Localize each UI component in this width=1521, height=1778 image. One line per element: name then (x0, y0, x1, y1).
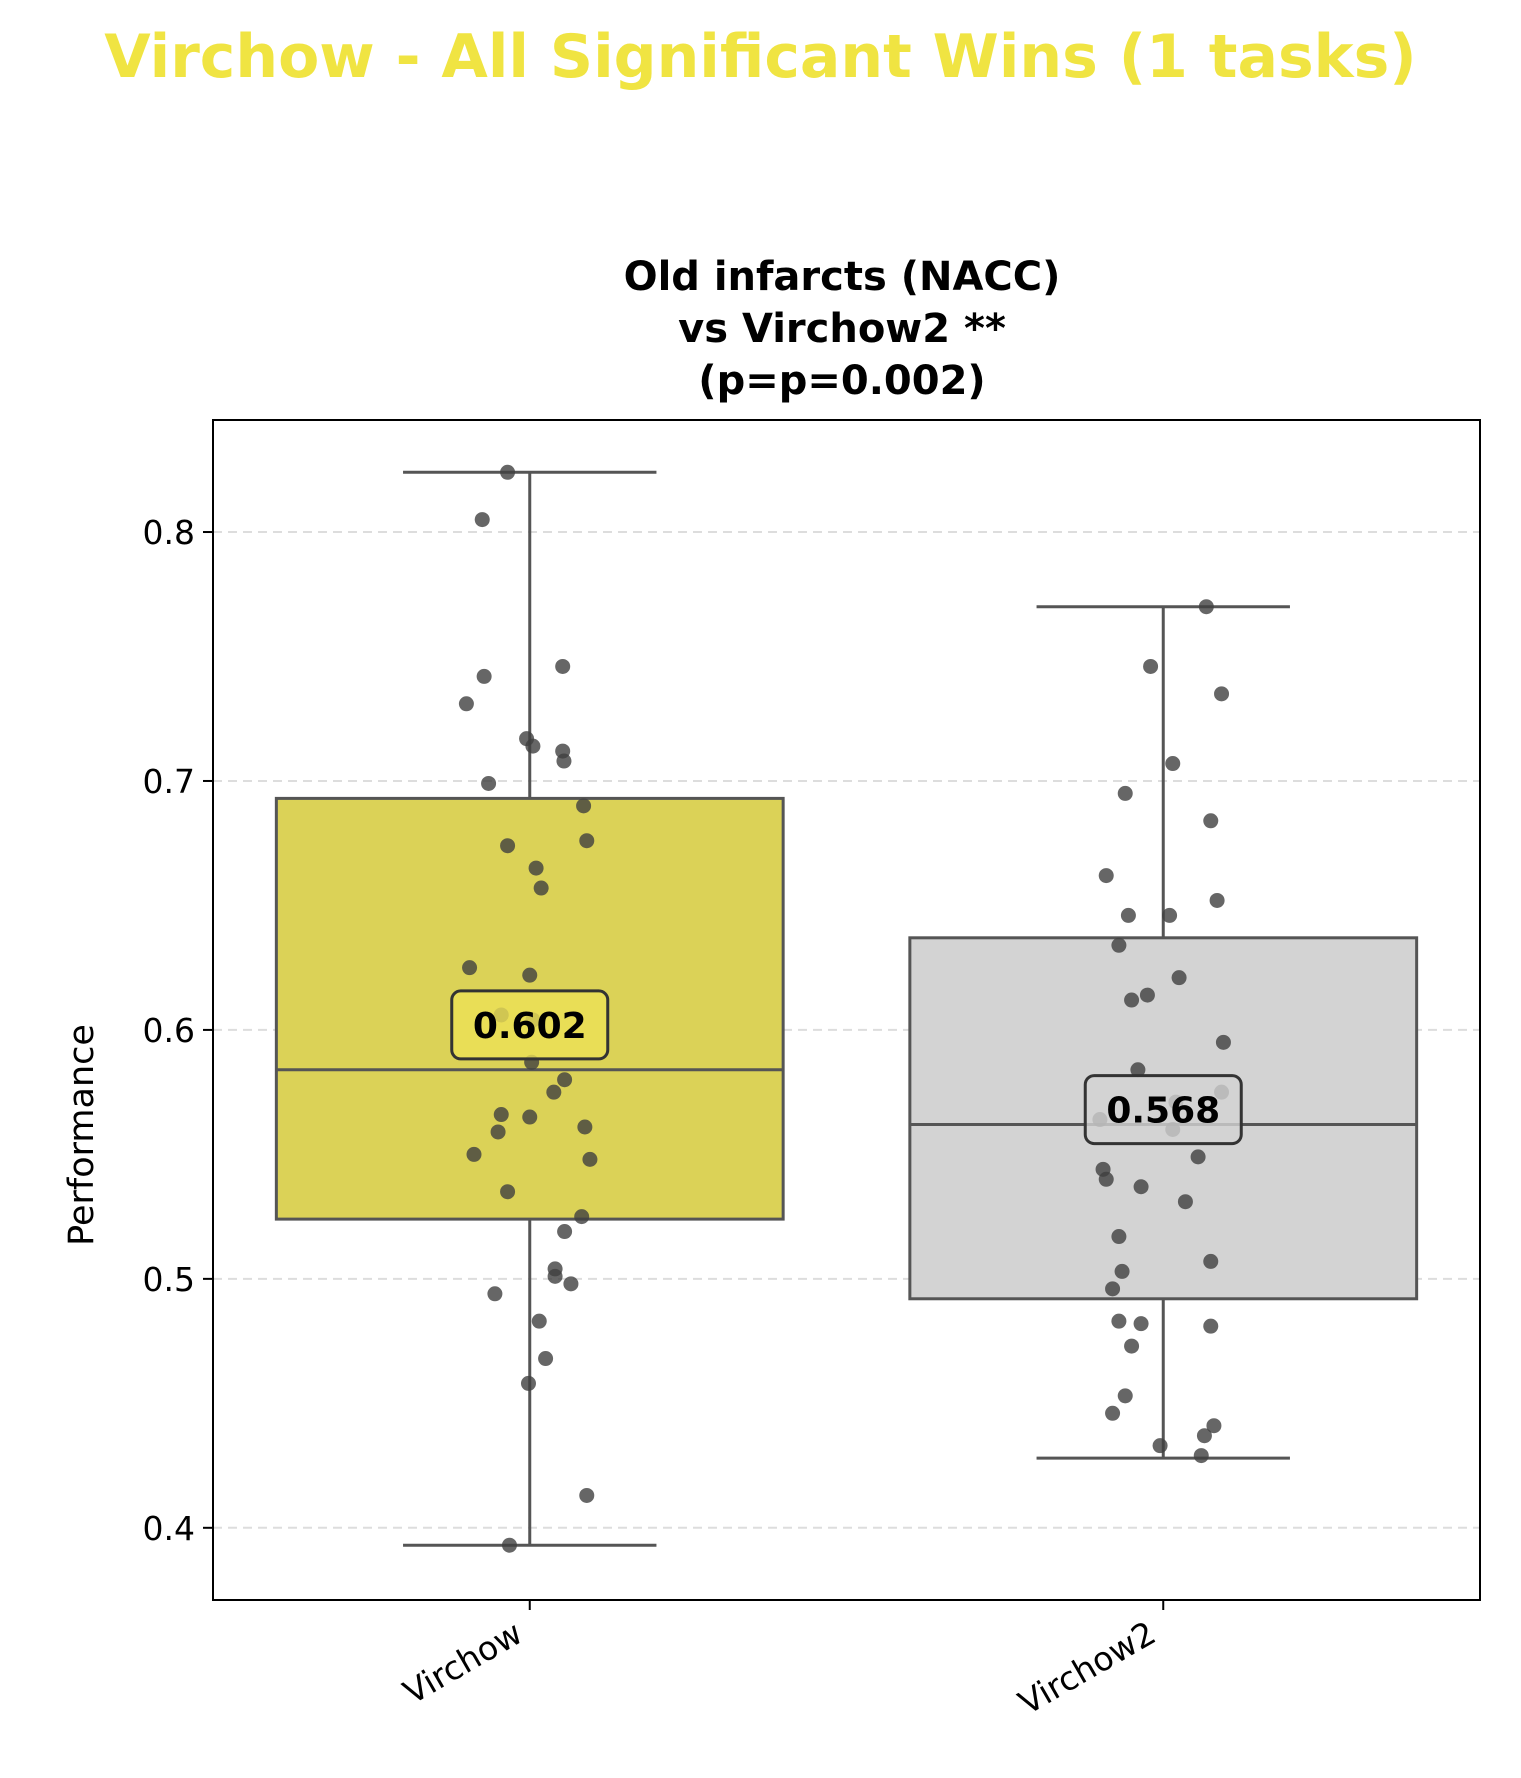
data-point (1196, 1428, 1212, 1444)
data-point (574, 1209, 590, 1225)
axes-title-line-3: (p=p=0.002) (698, 358, 985, 404)
data-point (490, 1124, 506, 1140)
data-point (1215, 1034, 1231, 1050)
y-tick-label: 0.5 (143, 1260, 195, 1299)
data-point (547, 1268, 563, 1284)
data-point (1117, 1388, 1133, 1404)
data-point (582, 1151, 598, 1167)
figure-suptitle: Virchow - All Significant Wins (1 tasks) (104, 22, 1417, 92)
data-point (557, 1224, 573, 1240)
data-point (563, 1276, 579, 1292)
data-point (474, 512, 490, 528)
data-point (525, 738, 541, 754)
data-point (493, 1107, 509, 1123)
data-point (466, 1146, 482, 1162)
data-point (1203, 1253, 1219, 1269)
y-tick-label: 0.8 (143, 513, 195, 552)
data-point (1120, 907, 1136, 923)
data-point (1152, 1438, 1168, 1454)
data-point (1124, 1338, 1140, 1354)
data-point (1203, 1318, 1219, 1334)
data-point (1105, 1405, 1121, 1421)
data-point (555, 658, 571, 674)
data-point (533, 880, 549, 896)
y-tick-label: 0.4 (143, 1509, 195, 1548)
data-point (500, 1184, 516, 1200)
data-point (1133, 1316, 1149, 1332)
data-point (1203, 813, 1219, 829)
data-point (579, 833, 595, 849)
data-point (1214, 686, 1230, 702)
data-point (546, 1084, 562, 1100)
data-point (1171, 970, 1187, 986)
mean-label-virchow2: 0.568 (1106, 1091, 1220, 1132)
data-point (1162, 907, 1178, 923)
data-point (1111, 937, 1127, 953)
data-point (522, 967, 538, 983)
data-point (501, 1537, 517, 1553)
data-point (462, 960, 478, 976)
data-point (528, 860, 544, 876)
data-point (1105, 1281, 1121, 1297)
data-point (1165, 756, 1181, 772)
data-point (520, 1375, 536, 1391)
y-tick-label: 0.7 (143, 762, 195, 801)
data-point (576, 798, 592, 814)
data-point (481, 775, 497, 791)
data-point (1124, 992, 1140, 1008)
data-point (531, 1313, 547, 1329)
x-tick-label-virchow: Virchow (397, 1613, 529, 1712)
mean-label-box-virchow2 (1083, 1074, 1243, 1146)
data-point (1139, 987, 1155, 1003)
axes-frame (212, 419, 1481, 1601)
data-point (557, 1072, 573, 1088)
data-point (500, 838, 516, 854)
data-point (1198, 599, 1214, 615)
mean-label-virchow: 0.602 (473, 1006, 587, 1047)
data-point (579, 1487, 595, 1503)
data-point (1143, 658, 1159, 674)
mean-label-box-virchow (450, 989, 610, 1061)
data-point (1130, 1062, 1146, 1078)
data-point (1111, 1229, 1127, 1245)
data-point (538, 1351, 554, 1367)
data-point (522, 1109, 538, 1125)
axes-title-line-1: Old infarcts (NACC) (624, 254, 1061, 300)
data-point (1193, 1448, 1209, 1464)
data-point (476, 668, 492, 684)
box-layer (274, 470, 1419, 1547)
data-point (458, 696, 474, 712)
y-axis-ticks: 0.4 0.5 0.6 0.7 0.8 (143, 513, 213, 1548)
data-point (1209, 892, 1225, 908)
data-point (487, 1286, 503, 1302)
data-point (577, 1119, 593, 1135)
data-point (1133, 1179, 1149, 1195)
x-axis-ticks: Virchow Virchow2 (397, 1600, 1165, 1722)
data-point (1177, 1194, 1193, 1210)
data-point (1098, 868, 1114, 884)
data-point (1117, 785, 1133, 801)
data-point (1098, 1171, 1114, 1187)
data-point (1111, 1313, 1127, 1329)
data-point (500, 464, 516, 480)
x-tick-label-virchow2: Virchow2 (1012, 1613, 1162, 1722)
axes-title-line-2: vs Virchow2 ** (678, 306, 1006, 352)
data-point (1206, 1418, 1222, 1434)
y-tick-label: 0.6 (143, 1011, 195, 1050)
data-point (1190, 1149, 1206, 1165)
mean-label-layer: 0.602 0.568 (450, 989, 1243, 1146)
data-point (556, 753, 572, 769)
y-axis-label: Performance (62, 1024, 102, 1246)
data-point (1114, 1263, 1130, 1279)
